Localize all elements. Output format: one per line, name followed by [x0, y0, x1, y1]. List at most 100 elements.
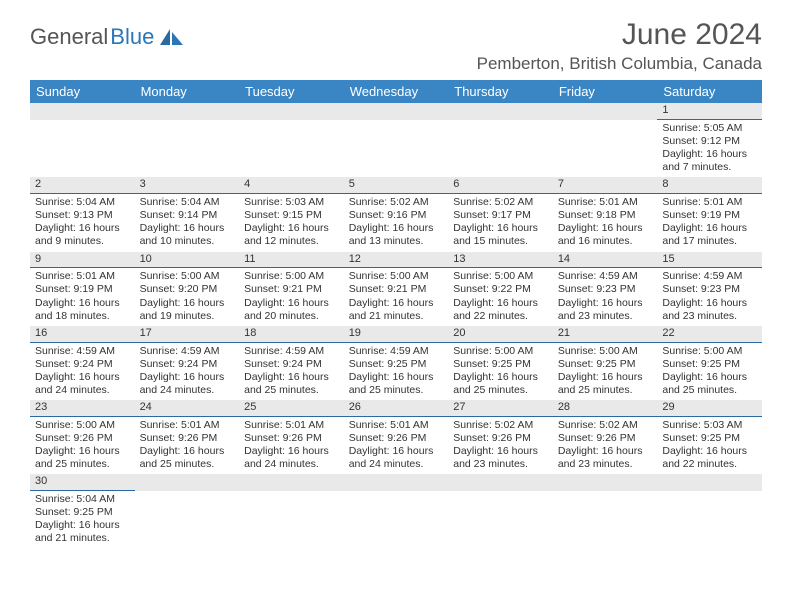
daylight-text-2: and 25 minutes. — [244, 384, 339, 397]
day-details: Sunrise: 4:59 AMSunset: 9:23 PMDaylight:… — [657, 268, 762, 326]
sunrise-text: Sunrise: 5:00 AM — [244, 270, 339, 283]
daylight-text-1: Daylight: 16 hours — [662, 445, 757, 458]
daylight-text-2: and 25 minutes. — [558, 384, 653, 397]
sunset-text: Sunset: 9:20 PM — [140, 283, 235, 296]
empty-day-bar — [657, 474, 762, 491]
sunrise-text: Sunrise: 5:00 AM — [140, 270, 235, 283]
sunset-text: Sunset: 9:26 PM — [244, 432, 339, 445]
day-number: 4 — [239, 177, 344, 194]
daylight-text-1: Daylight: 16 hours — [140, 371, 235, 384]
daylight-text-2: and 19 minutes. — [140, 310, 235, 323]
day-number: 3 — [135, 177, 240, 194]
empty-day-bar — [448, 103, 553, 120]
sunset-text: Sunset: 9:25 PM — [453, 358, 548, 371]
daylight-text-2: and 9 minutes. — [35, 235, 130, 248]
empty-day-bar — [239, 474, 344, 491]
daylight-text-2: and 21 minutes. — [349, 310, 444, 323]
calendar-empty-cell — [239, 103, 344, 177]
daylight-text-1: Daylight: 16 hours — [558, 222, 653, 235]
sunrise-text: Sunrise: 5:01 AM — [662, 196, 757, 209]
sunset-text: Sunset: 9:15 PM — [244, 209, 339, 222]
daylight-text-2: and 25 minutes. — [140, 458, 235, 471]
day-details: Sunrise: 4:59 AMSunset: 9:24 PMDaylight:… — [135, 343, 240, 401]
day-details: Sunrise: 5:04 AMSunset: 9:25 PMDaylight:… — [30, 491, 135, 549]
sunrise-text: Sunrise: 5:02 AM — [453, 419, 548, 432]
calendar-day-cell: 8Sunrise: 5:01 AMSunset: 9:19 PMDaylight… — [657, 177, 762, 251]
sunrise-text: Sunrise: 5:02 AM — [453, 196, 548, 209]
weekday-header: Sunday — [30, 80, 135, 103]
day-number: 17 — [135, 326, 240, 343]
daylight-text-1: Daylight: 16 hours — [662, 371, 757, 384]
day-details: Sunrise: 5:00 AMSunset: 9:25 PMDaylight:… — [448, 343, 553, 401]
logo-text-blue: Blue — [110, 24, 154, 50]
daylight-text-2: and 23 minutes. — [662, 310, 757, 323]
sunrise-text: Sunrise: 4:59 AM — [662, 270, 757, 283]
day-number: 29 — [657, 400, 762, 417]
sunset-text: Sunset: 9:25 PM — [662, 358, 757, 371]
day-details: Sunrise: 5:02 AMSunset: 9:26 PMDaylight:… — [553, 417, 658, 475]
location-text: Pemberton, British Columbia, Canada — [477, 54, 762, 74]
day-details: Sunrise: 5:05 AMSunset: 9:12 PMDaylight:… — [657, 120, 762, 178]
empty-day-bar — [553, 103, 658, 120]
daylight-text-2: and 25 minutes. — [662, 384, 757, 397]
sunset-text: Sunset: 9:14 PM — [140, 209, 235, 222]
sunset-text: Sunset: 9:23 PM — [662, 283, 757, 296]
calendar-day-cell: 13Sunrise: 5:00 AMSunset: 9:22 PMDayligh… — [448, 252, 553, 326]
calendar-day-cell: 25Sunrise: 5:01 AMSunset: 9:26 PMDayligh… — [239, 400, 344, 474]
calendar-week-row: 23Sunrise: 5:00 AMSunset: 9:26 PMDayligh… — [30, 400, 762, 474]
calendar-day-cell: 5Sunrise: 5:02 AMSunset: 9:16 PMDaylight… — [344, 177, 449, 251]
daylight-text-1: Daylight: 16 hours — [453, 297, 548, 310]
daylight-text-2: and 16 minutes. — [558, 235, 653, 248]
weekday-header: Wednesday — [344, 80, 449, 103]
calendar-day-cell: 4Sunrise: 5:03 AMSunset: 9:15 PMDaylight… — [239, 177, 344, 251]
day-details: Sunrise: 5:01 AMSunset: 9:26 PMDaylight:… — [135, 417, 240, 475]
daylight-text-2: and 23 minutes. — [453, 458, 548, 471]
logo: General Blue — [30, 24, 184, 50]
day-number: 30 — [30, 474, 135, 491]
calendar-page: General Blue June 2024 Pemberton, Britis… — [0, 0, 792, 549]
sunrise-text: Sunrise: 5:00 AM — [558, 345, 653, 358]
daylight-text-2: and 22 minutes. — [662, 458, 757, 471]
day-number: 5 — [344, 177, 449, 194]
calendar-table: SundayMondayTuesdayWednesdayThursdayFrid… — [30, 80, 762, 549]
logo-sail-icon — [158, 27, 184, 47]
sunrise-text: Sunrise: 5:02 AM — [558, 419, 653, 432]
day-details: Sunrise: 4:59 AMSunset: 9:24 PMDaylight:… — [239, 343, 344, 401]
day-details: Sunrise: 5:02 AMSunset: 9:17 PMDaylight:… — [448, 194, 553, 252]
calendar-day-cell: 11Sunrise: 5:00 AMSunset: 9:21 PMDayligh… — [239, 252, 344, 326]
calendar-empty-cell — [657, 474, 762, 548]
calendar-empty-cell — [448, 474, 553, 548]
calendar-day-cell: 3Sunrise: 5:04 AMSunset: 9:14 PMDaylight… — [135, 177, 240, 251]
daylight-text-2: and 24 minutes. — [349, 458, 444, 471]
calendar-day-cell: 24Sunrise: 5:01 AMSunset: 9:26 PMDayligh… — [135, 400, 240, 474]
sunset-text: Sunset: 9:25 PM — [35, 506, 130, 519]
sunrise-text: Sunrise: 5:00 AM — [453, 345, 548, 358]
calendar-day-cell: 29Sunrise: 5:03 AMSunset: 9:25 PMDayligh… — [657, 400, 762, 474]
calendar-day-cell: 22Sunrise: 5:00 AMSunset: 9:25 PMDayligh… — [657, 326, 762, 400]
calendar-day-cell: 7Sunrise: 5:01 AMSunset: 9:18 PMDaylight… — [553, 177, 658, 251]
daylight-text-1: Daylight: 16 hours — [453, 445, 548, 458]
day-details: Sunrise: 5:01 AMSunset: 9:18 PMDaylight:… — [553, 194, 658, 252]
sunrise-text: Sunrise: 5:01 AM — [244, 419, 339, 432]
daylight-text-1: Daylight: 16 hours — [349, 445, 444, 458]
day-details: Sunrise: 5:00 AMSunset: 9:21 PMDaylight:… — [239, 268, 344, 326]
daylight-text-2: and 23 minutes. — [558, 310, 653, 323]
sunset-text: Sunset: 9:16 PM — [349, 209, 444, 222]
day-number: 6 — [448, 177, 553, 194]
daylight-text-1: Daylight: 16 hours — [349, 222, 444, 235]
empty-day-bar — [344, 103, 449, 120]
day-details: Sunrise: 5:01 AMSunset: 9:19 PMDaylight:… — [657, 194, 762, 252]
empty-day-bar — [135, 474, 240, 491]
daylight-text-1: Daylight: 16 hours — [140, 445, 235, 458]
sunset-text: Sunset: 9:24 PM — [244, 358, 339, 371]
daylight-text-2: and 25 minutes. — [35, 458, 130, 471]
day-details: Sunrise: 5:04 AMSunset: 9:13 PMDaylight:… — [30, 194, 135, 252]
daylight-text-1: Daylight: 16 hours — [453, 371, 548, 384]
day-details: Sunrise: 5:00 AMSunset: 9:20 PMDaylight:… — [135, 268, 240, 326]
calendar-day-cell: 19Sunrise: 4:59 AMSunset: 9:25 PMDayligh… — [344, 326, 449, 400]
calendar-day-cell: 23Sunrise: 5:00 AMSunset: 9:26 PMDayligh… — [30, 400, 135, 474]
daylight-text-1: Daylight: 16 hours — [35, 445, 130, 458]
day-number: 23 — [30, 400, 135, 417]
day-details: Sunrise: 5:00 AMSunset: 9:22 PMDaylight:… — [448, 268, 553, 326]
sunrise-text: Sunrise: 5:00 AM — [349, 270, 444, 283]
